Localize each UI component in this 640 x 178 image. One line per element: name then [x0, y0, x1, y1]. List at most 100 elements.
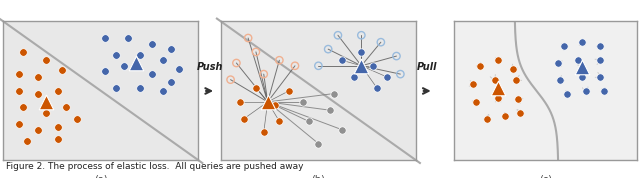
Point: [41, 59, 51, 62]
Text: Pull: Pull: [417, 62, 438, 72]
Point: [329, 92, 339, 95]
Point: [348, 75, 358, 78]
Point: [158, 89, 168, 92]
Point: [123, 37, 133, 40]
Point: [298, 100, 308, 103]
Text: Push: Push: [196, 62, 223, 72]
Point: [13, 89, 24, 92]
Point: [135, 87, 145, 89]
Point: [147, 42, 157, 45]
Point: [225, 78, 236, 81]
Point: [119, 64, 129, 67]
Point: [482, 117, 492, 120]
Point: [553, 62, 563, 64]
Point: [13, 123, 24, 125]
Point: [158, 59, 168, 62]
Point: [356, 51, 367, 53]
Point: [577, 41, 588, 44]
Point: [337, 128, 347, 131]
Point: [577, 75, 588, 78]
Point: [376, 41, 386, 44]
Point: [111, 87, 122, 89]
Point: [323, 48, 333, 51]
Point: [475, 64, 485, 67]
Point: [368, 64, 378, 67]
Point: [259, 73, 269, 75]
Text: Figure 2. The process of elastic loss.  All queries are pushed away: Figure 2. The process of elastic loss. A…: [6, 162, 304, 171]
Point: [356, 34, 367, 37]
Point: [563, 92, 573, 95]
Point: [100, 37, 110, 40]
Point: [333, 34, 343, 37]
Point: [18, 51, 28, 53]
Point: [303, 120, 314, 123]
Point: [52, 125, 63, 128]
Point: [559, 45, 569, 48]
Point: [41, 112, 51, 114]
Point: [236, 100, 246, 103]
Text: (c): (c): [539, 174, 552, 178]
Point: [251, 87, 261, 89]
Point: [471, 100, 481, 103]
Point: [131, 62, 141, 64]
Point: [111, 53, 122, 56]
Point: [573, 59, 584, 62]
Point: [147, 73, 157, 75]
Point: [337, 59, 347, 62]
Point: [493, 96, 503, 99]
Point: [493, 59, 503, 62]
Point: [391, 55, 402, 57]
Point: [262, 100, 273, 103]
Point: [511, 78, 522, 81]
Point: [580, 89, 591, 92]
Point: [243, 37, 253, 40]
Point: [513, 98, 524, 101]
Point: [33, 128, 44, 131]
Text: (a): (a): [94, 174, 108, 178]
Point: [274, 120, 284, 123]
Point: [259, 131, 269, 134]
Point: [239, 117, 250, 120]
Point: [52, 138, 63, 141]
Text: (b): (b): [312, 174, 325, 178]
Point: [595, 45, 605, 48]
Point: [251, 51, 261, 53]
Point: [41, 100, 51, 103]
Point: [52, 89, 63, 92]
Point: [500, 114, 511, 117]
Point: [18, 106, 28, 109]
Point: [284, 89, 294, 92]
Point: [314, 64, 323, 67]
Point: [372, 87, 382, 89]
Point: [314, 142, 323, 145]
Point: [515, 112, 525, 114]
Point: [595, 75, 605, 78]
Point: [325, 109, 335, 112]
Point: [270, 103, 280, 106]
Point: [57, 69, 67, 71]
Point: [381, 75, 392, 78]
Point: [33, 75, 44, 78]
Point: [508, 67, 518, 70]
Point: [599, 89, 609, 92]
Point: [72, 117, 83, 120]
Point: [231, 62, 241, 64]
Point: [61, 106, 71, 109]
Point: [356, 64, 367, 67]
Point: [22, 139, 32, 142]
Point: [100, 70, 110, 73]
Point: [555, 78, 565, 81]
Point: [290, 64, 300, 67]
Point: [493, 87, 503, 89]
Point: [166, 81, 176, 84]
Point: [490, 78, 500, 81]
Point: [166, 48, 176, 51]
Point: [135, 53, 145, 56]
Point: [577, 66, 588, 69]
Point: [33, 92, 44, 95]
Point: [174, 67, 184, 70]
Point: [467, 82, 477, 85]
Point: [396, 73, 406, 75]
Point: [274, 59, 284, 62]
Point: [13, 73, 24, 75]
